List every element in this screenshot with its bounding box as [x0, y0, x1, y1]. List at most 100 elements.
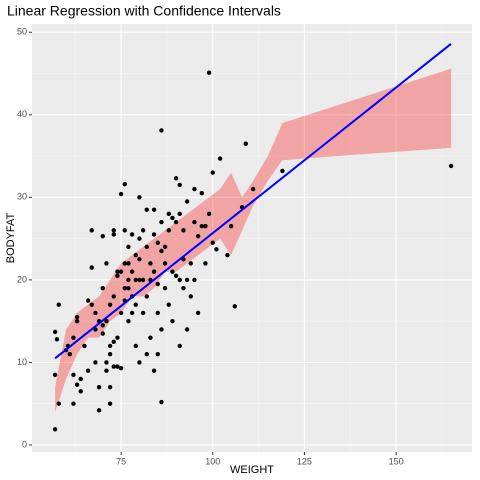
point	[85, 368, 91, 373]
point	[225, 252, 230, 258]
point	[78, 389, 83, 394]
point	[137, 277, 142, 283]
point	[144, 244, 149, 250]
point	[151, 207, 157, 212]
point	[104, 360, 109, 365]
point	[115, 364, 120, 369]
y-tick-label: 10	[17, 357, 27, 367]
point	[162, 244, 168, 250]
point	[192, 219, 197, 225]
point	[96, 385, 102, 390]
point	[111, 232, 116, 237]
point	[140, 228, 146, 233]
point	[122, 261, 127, 266]
point	[151, 368, 157, 373]
point	[133, 277, 138, 283]
point	[93, 310, 98, 316]
point	[100, 233, 105, 239]
point	[104, 368, 109, 373]
point	[52, 372, 58, 378]
y-tick-label: 40	[17, 109, 27, 119]
point	[67, 351, 72, 357]
point	[137, 360, 142, 365]
point	[206, 211, 212, 217]
point	[170, 318, 175, 324]
point	[115, 269, 120, 274]
y-tick-label: 20	[17, 274, 27, 284]
point	[137, 195, 142, 200]
point	[159, 128, 164, 133]
point	[96, 408, 102, 413]
point	[107, 343, 113, 349]
point	[250, 186, 256, 192]
point	[56, 401, 61, 406]
point	[111, 364, 116, 369]
y-tick-label: 30	[17, 192, 27, 202]
point	[107, 351, 113, 357]
point	[199, 191, 204, 196]
point	[184, 199, 190, 204]
point	[192, 277, 197, 283]
point	[107, 302, 113, 307]
point	[100, 285, 105, 291]
x-tick-label: 100	[205, 456, 220, 466]
point	[89, 302, 94, 307]
x-tick-label: 75	[116, 456, 126, 466]
point	[122, 181, 127, 187]
point	[93, 360, 98, 365]
point	[137, 257, 142, 262]
point	[170, 215, 175, 221]
point	[155, 281, 160, 287]
point	[107, 401, 113, 406]
point	[181, 228, 186, 233]
point	[144, 207, 149, 212]
point	[82, 343, 87, 349]
point	[111, 339, 116, 345]
point	[71, 335, 76, 340]
point	[74, 318, 80, 324]
point	[203, 261, 208, 266]
y-tick-label: 50	[17, 27, 27, 37]
point	[126, 318, 131, 324]
point	[144, 351, 149, 357]
confidence-ribbon	[55, 68, 452, 412]
point	[148, 261, 153, 266]
point	[184, 327, 190, 332]
point	[104, 318, 109, 324]
point	[71, 401, 76, 406]
point	[188, 294, 193, 299]
point	[155, 351, 160, 357]
point	[133, 343, 138, 349]
x-axis-label: WEIGHT	[230, 464, 274, 476]
point	[118, 366, 124, 371]
point	[129, 269, 135, 274]
point	[122, 228, 127, 233]
point	[177, 182, 182, 188]
regression-line	[54, 43, 452, 360]
point	[181, 285, 186, 291]
point	[100, 323, 105, 328]
point	[111, 294, 116, 299]
point	[126, 261, 131, 266]
point	[126, 285, 131, 291]
point	[151, 232, 157, 237]
point	[133, 302, 138, 307]
point	[448, 163, 454, 169]
point	[203, 224, 208, 229]
point	[104, 261, 109, 266]
panel	[32, 24, 472, 452]
point	[155, 240, 160, 245]
point	[210, 240, 215, 245]
point	[107, 385, 113, 390]
point	[173, 176, 179, 181]
point	[133, 252, 138, 258]
point	[162, 261, 168, 266]
point	[166, 228, 171, 233]
chart-title: Linear Regression with Confidence Interv…	[7, 3, 281, 19]
point	[199, 224, 204, 229]
point	[140, 277, 146, 283]
point	[173, 219, 179, 225]
point	[159, 219, 164, 225]
point	[52, 427, 58, 432]
point	[184, 277, 190, 283]
